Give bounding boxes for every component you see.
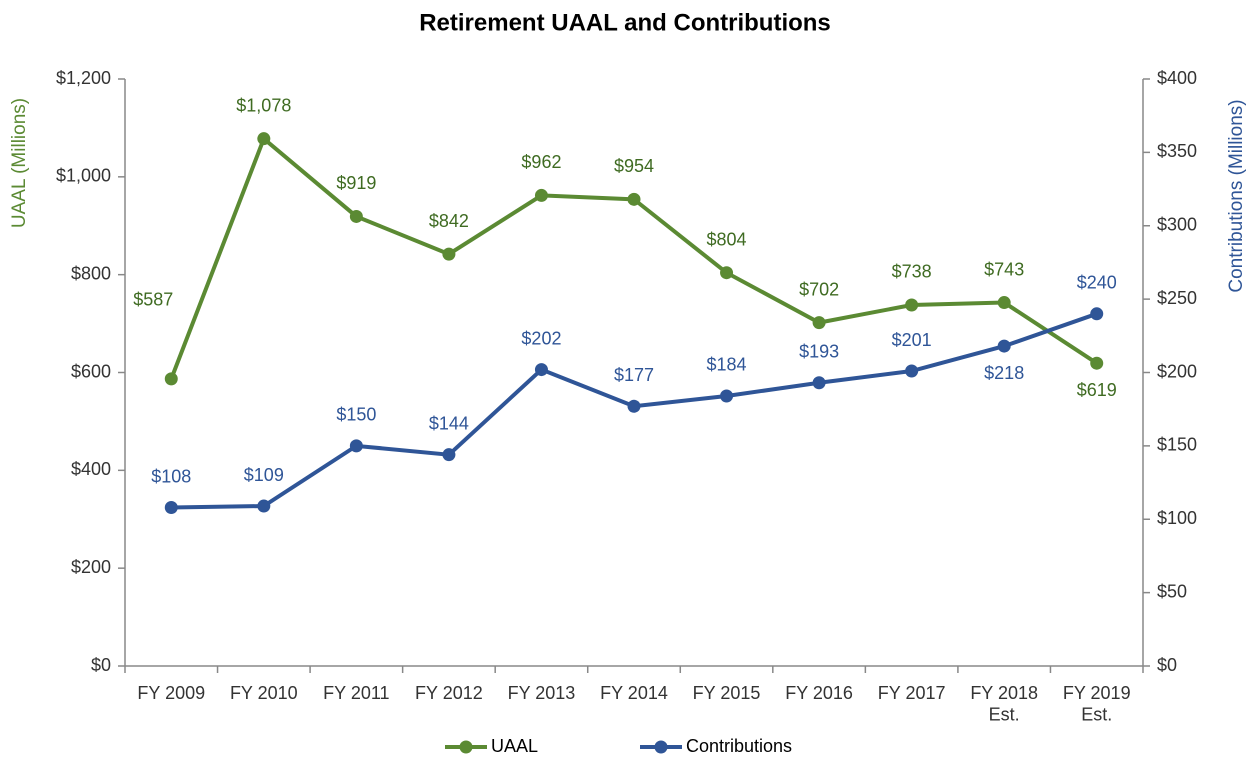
chart-title: Retirement UAAL and Contributions — [419, 9, 831, 36]
data-point — [1090, 356, 1104, 370]
legend-label: UAAL — [491, 736, 538, 756]
data-point — [627, 399, 641, 413]
data-point — [534, 363, 548, 377]
y-tick-label: $1,200 — [56, 68, 111, 88]
data-point — [627, 192, 641, 206]
data-point — [349, 209, 363, 223]
data-label: $150 — [336, 405, 376, 425]
x-tick-label: FY 2011 — [323, 683, 389, 703]
data-label: $738 — [892, 262, 932, 282]
data-point — [442, 247, 456, 261]
y2-tick-label: $0 — [1157, 655, 1177, 675]
data-point — [905, 298, 919, 312]
data-point — [164, 372, 178, 386]
y2-axis-title: Contributions (Millions) — [1226, 99, 1247, 292]
data-label: $202 — [521, 328, 561, 348]
data-label: $804 — [707, 229, 747, 249]
y2-tick-label: $200 — [1157, 361, 1197, 381]
data-label: $177 — [614, 365, 654, 385]
y2-tick-label: $100 — [1157, 508, 1197, 528]
data-label: $743 — [984, 259, 1024, 279]
data-point — [812, 376, 826, 390]
data-label: $240 — [1077, 273, 1117, 293]
x-tick-label: FY 2014 — [600, 683, 668, 703]
data-point — [720, 389, 734, 403]
x-tick-label: FY 2015 — [693, 683, 761, 703]
y2-tick-label: $250 — [1157, 288, 1197, 308]
data-label: $842 — [429, 211, 469, 231]
y2-tick-label: $350 — [1157, 141, 1197, 161]
y2-tick-label: $300 — [1157, 215, 1197, 235]
y-tick-label: $1,000 — [56, 166, 111, 186]
y2-tick-label: $400 — [1157, 68, 1197, 88]
data-point — [257, 499, 271, 513]
x-tick-label: FY 2019 Est. — [1063, 683, 1131, 725]
legend-label: Contributions — [686, 736, 792, 756]
data-label: $144 — [429, 413, 469, 433]
y-tick-label: $600 — [71, 361, 111, 381]
x-tick-label: FY 2018 Est. — [970, 683, 1038, 725]
data-point — [812, 316, 826, 330]
data-label: $108 — [151, 466, 191, 486]
data-label: $954 — [614, 156, 654, 176]
x-tick-label: FY 2009 — [137, 683, 205, 703]
data-point — [997, 339, 1011, 353]
data-label: $184 — [707, 355, 747, 375]
data-label: $1,078 — [236, 95, 291, 115]
legend-marker — [654, 740, 668, 754]
y2-tick-label: $50 — [1157, 581, 1187, 601]
data-label: $619 — [1077, 380, 1117, 400]
y-tick-label: $400 — [71, 459, 111, 479]
x-tick-label: FY 2013 — [508, 683, 576, 703]
x-tick-label: FY 2017 — [878, 683, 946, 703]
data-label: $193 — [799, 342, 839, 362]
y-tick-label: $200 — [71, 557, 111, 577]
data-point — [905, 364, 919, 378]
data-point — [534, 188, 548, 202]
y-axis-title: UAAL (Millions) — [9, 98, 30, 228]
x-tick-label: FY 2016 — [785, 683, 853, 703]
data-point — [1090, 307, 1104, 321]
data-point — [257, 132, 271, 146]
y-tick-label: $0 — [91, 655, 111, 675]
data-point — [164, 501, 178, 515]
y-tick-label: $800 — [71, 263, 111, 283]
data-point — [997, 296, 1011, 310]
data-label: $962 — [521, 152, 561, 172]
x-tick-label: FY 2012 — [415, 683, 483, 703]
data-label: $919 — [336, 173, 376, 193]
data-label: $201 — [892, 330, 932, 350]
legend-marker — [459, 740, 473, 754]
data-point — [349, 439, 363, 453]
data-label: $109 — [244, 465, 284, 485]
data-point — [720, 266, 734, 280]
y2-tick-label: $150 — [1157, 435, 1197, 455]
x-tick-label: FY 2010 — [230, 683, 298, 703]
data-label: $218 — [984, 363, 1024, 383]
data-label: $587 — [133, 290, 173, 310]
data-point — [442, 448, 456, 462]
data-label: $702 — [799, 279, 839, 299]
